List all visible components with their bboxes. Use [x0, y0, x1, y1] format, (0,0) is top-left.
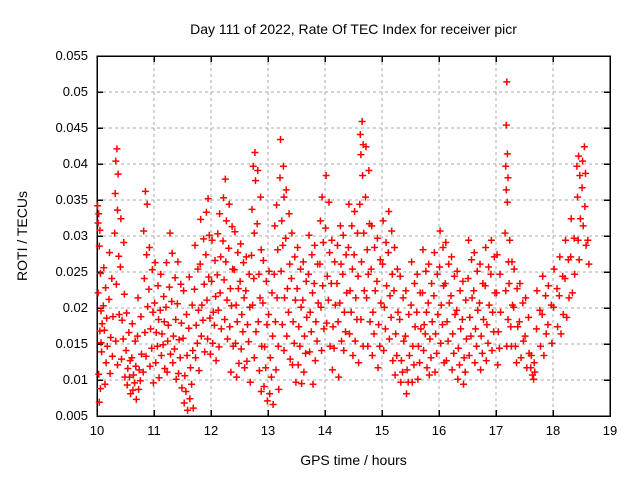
y-tick-label: 0.015: [55, 336, 88, 351]
y-tick-label: 0.045: [55, 120, 88, 135]
y-tick-label: 0.03: [62, 228, 88, 243]
x-axis-title: GPS time / hours: [300, 452, 407, 468]
y-tick-label: 0.025: [55, 264, 88, 279]
y-tick-label: 0.04: [62, 156, 88, 171]
chart-title: Day 111 of 2022, Rate Of TEC Index for r…: [190, 21, 517, 37]
axis-ticks: [96, 55, 611, 417]
x-tick-label: 17: [488, 423, 504, 438]
y-tick-label: 0.02: [62, 300, 88, 315]
x-tick-label: 18: [545, 423, 561, 438]
x-tick-label: 12: [203, 423, 219, 438]
y-tick-label: 0.035: [55, 192, 88, 207]
x-tick-label: 19: [602, 423, 618, 438]
x-tick-label: 14: [317, 423, 333, 438]
y-tick-label: 0.01: [62, 372, 88, 387]
x-tick-label: 16: [431, 423, 447, 438]
x-tick-label: 15: [374, 423, 390, 438]
y-tick-label: 0.05: [62, 84, 88, 99]
x-tick-label: 10: [89, 423, 105, 438]
scatter-points: [94, 78, 593, 414]
y-tick-label: 0.005: [55, 408, 88, 423]
y-tick-label: 0.055: [55, 48, 88, 63]
x-tick-label: 13: [260, 423, 276, 438]
x-tick-label: 11: [147, 423, 161, 438]
